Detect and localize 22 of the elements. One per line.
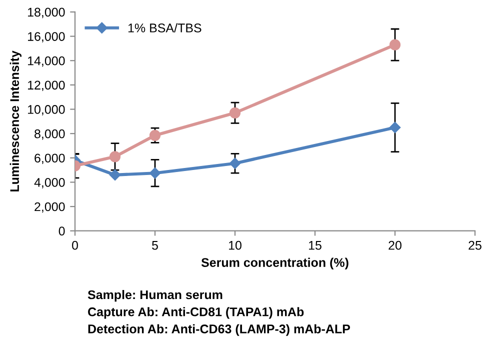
y-axis-title: Luminescence Intensity — [10, 50, 22, 192]
x-tick-label: 5 — [152, 241, 158, 250]
y-tick-label: 4,000 — [34, 178, 65, 188]
y-tick-label: 14,000 — [28, 56, 65, 67]
x-tick-label: 25 — [468, 240, 482, 250]
x-tick-label: 15 — [309, 241, 322, 250]
legend-label: 1% BSA/TBS — [128, 23, 202, 32]
y-tick-label: 10,000 — [28, 105, 65, 116]
y-tick-label: 6,000 — [34, 154, 65, 164]
y-tick-label: 16,000 — [28, 32, 65, 42]
x-axis-title: Serum concentration (%) — [201, 258, 348, 270]
y-tick-label: 2,000 — [34, 202, 65, 213]
text: Sample: Human serum — [88, 290, 222, 302]
text: Detection Ab: Anti-CD63 (LAMP-3) mAb-ALP — [88, 324, 350, 336]
x-tick-label: 10 — [229, 240, 242, 250]
x-tick-label: 0 — [72, 240, 78, 250]
y-tick-label: 12,000 — [28, 80, 65, 92]
x-tick-label: 20 — [388, 240, 402, 250]
y-tick-label: 18,000 — [28, 8, 65, 18]
y-tick-label: 8,000 — [34, 129, 65, 140]
text: Capture Ab: Anti-CD81 (TAPA1) mAb — [88, 307, 304, 319]
y-tick-label: 0 — [58, 226, 65, 236]
